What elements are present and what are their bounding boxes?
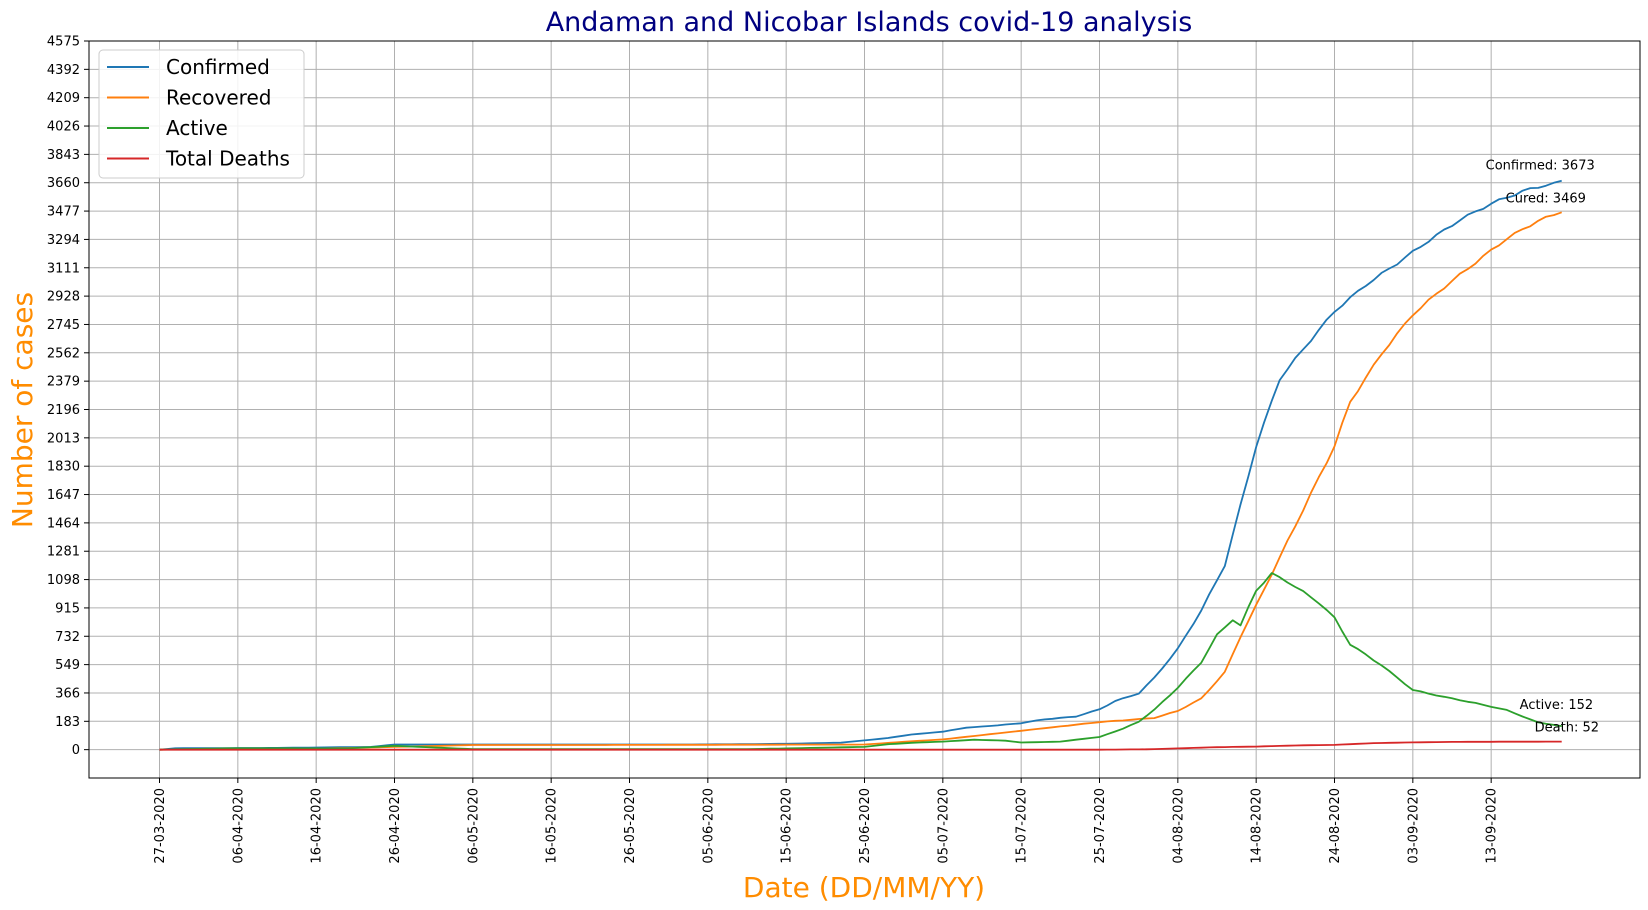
x-tick-label: 25-07-2020 [1093,788,1108,864]
y-tick-label: 549 [55,658,80,673]
x-tick-label: 14-08-2020 [1250,788,1265,864]
y-tick-label: 2745 [47,318,80,333]
legend-label: Active [166,116,228,140]
y-tick-label: 1830 [47,460,80,475]
legend-label: Total Deaths [165,147,290,171]
x-tick-label: 04-08-2020 [1171,788,1186,864]
y-tick-label: 2013 [47,431,80,446]
x-tick-label: 06-05-2020 [466,788,481,864]
x-tick-label: 27-03-2020 [153,788,168,864]
series-line-total-deaths [159,740,1562,751]
y-axis-ticks: 0 183 366 549 732 915 1098 1281 1464 1647 1830 2013… [47,35,89,758]
x-tick-label: 26-04-2020 [388,788,403,864]
x-tick-label: 05-07-2020 [936,788,951,864]
annotation-label: Active: 152 [1520,698,1594,713]
plot-frame [88,40,1641,779]
x-tick-label: 26-05-2020 [623,788,638,864]
annotation-label: Cured: 3469 [1506,191,1586,206]
series-line-active [159,572,1562,751]
x-tick-label: 16-04-2020 [310,788,325,864]
y-tick-label: 3477 [47,205,80,220]
y-tick-label: 2379 [47,375,80,390]
y-tick-label: 3294 [47,233,80,248]
x-tick-label: 03-09-2020 [1406,788,1421,864]
y-tick-label: 2196 [47,403,80,418]
y-axis-label: Number of cases [6,292,39,528]
x-tick-label: 05-06-2020 [701,788,716,864]
x-tick-label: 15-07-2020 [1015,788,1030,864]
y-tick-label: 2928 [47,290,80,305]
y-tick-label: 915 [55,601,80,616]
y-tick-label: 4392 [47,63,80,78]
y-tick-label: 1281 [47,545,80,560]
y-tick-label: 183 [55,715,80,730]
y-tick-label: 3843 [47,148,80,163]
y-tick-label: 1098 [47,573,80,588]
y-tick-label: 366 [55,686,80,701]
x-tick-label: 24-08-2020 [1328,788,1343,864]
y-tick-label: 3111 [47,261,80,276]
series-line-recovered [159,211,1563,751]
y-tick-label: 1464 [47,516,80,531]
y-tick-label: 4026 [47,120,80,135]
x-tick-label: 06-04-2020 [231,788,246,864]
annotation-label: Confirmed: 3673 [1486,159,1595,174]
y-tick-label: 4575 [47,35,80,50]
grid-lines [89,40,1640,778]
x-axis-label: Date (DD/MM/YY) [743,871,985,904]
y-tick-label: 0 [72,743,80,758]
x-tick-label: 16-05-2020 [545,788,560,864]
annotation-label: Death: 52 [1535,721,1599,736]
x-tick-label: 13-09-2020 [1485,788,1500,864]
x-tick-label: 15-06-2020 [780,788,795,864]
series-line-confirmed [159,179,1562,751]
legend: Confirmed Recovered Active Total Deaths [98,49,305,179]
x-axis-ticks: 27-03-2020 06-04-2020 16-04-2020 26-04-2020… [153,778,1500,864]
annotations: Confirmed: 3673 Cured: 3469 Active: 152 Dea… [1486,159,1599,736]
x-tick-label: 25-06-2020 [858,788,873,864]
legend-label: Recovered [166,86,271,110]
y-tick-label: 4209 [47,91,80,106]
y-tick-label: 1647 [47,488,80,503]
legend-label: Confirmed [166,55,270,79]
y-tick-label: 2562 [47,346,80,361]
y-tick-label: 732 [55,630,80,645]
series-lines [159,179,1563,751]
chart-title: Andaman and Nicobar Islands covid-19 ana… [546,7,1193,38]
legend-box [98,49,305,179]
y-tick-label: 3660 [47,176,80,191]
